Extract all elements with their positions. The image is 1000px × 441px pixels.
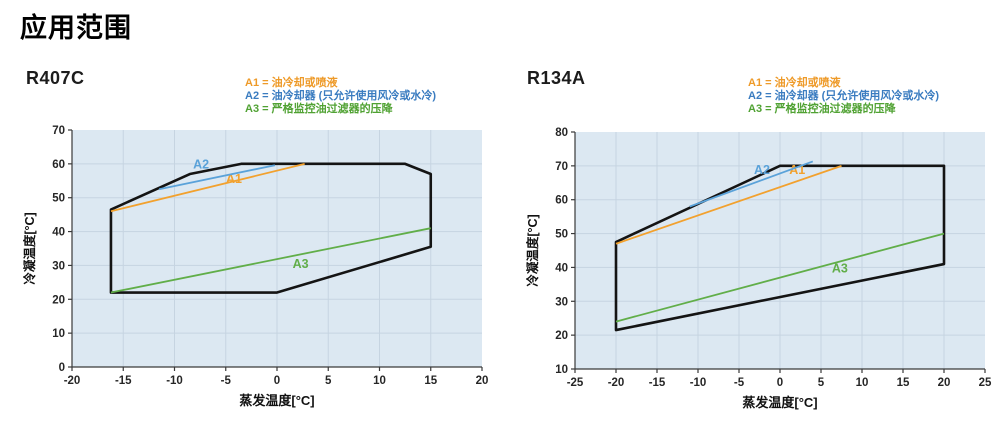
legend-r134a: A1 = 油冷却或喷液 A2 = 油冷却器 (只允许使用风冷或水冷) A3 = 严格…: [748, 77, 939, 117]
svg-text:10: 10: [555, 364, 568, 376]
svg-text:20: 20: [938, 377, 951, 389]
x-tick-labels: -20 -15 -10 -5 0 5 10 15 20: [64, 367, 489, 387]
chart-canvas-r134a: -25 -20 -15 -10 -5 0 5 10 15 20 25 10 20 30 40 50 60 70 80…: [525, 127, 992, 410]
envelope-outline: [109, 162, 433, 294]
svg-text:5: 5: [325, 375, 332, 387]
svg-text:-10: -10: [690, 377, 707, 389]
svg-text:0: 0: [59, 362, 65, 374]
svg-text:-10: -10: [166, 375, 183, 387]
svg-text:-20: -20: [608, 377, 625, 389]
svg-text:60: 60: [52, 159, 65, 171]
svg-text:70: 70: [555, 161, 568, 173]
chart-title-r134a: R134A: [527, 68, 586, 88]
series-a1-label: A1: [226, 172, 242, 186]
legend-item-a1: A1 = 油冷却或喷液: [748, 77, 841, 89]
legend-item-a2: A2 = 油冷却器 (只允许使用风冷或水冷): [245, 90, 436, 103]
y-tick-labels: 10 20 30 40 50 60 70 80: [555, 127, 575, 376]
svg-text:-25: -25: [567, 377, 584, 389]
svg-text:-15: -15: [115, 375, 132, 387]
svg-text:15: 15: [424, 375, 437, 387]
series-a2-line: [158, 164, 276, 191]
x-tick-labels: -25 -20 -15 -10 -5 0 5 10 15 20 25: [567, 369, 992, 389]
svg-text:15: 15: [897, 377, 910, 389]
svg-text:60: 60: [555, 195, 568, 207]
svg-text:-15: -15: [649, 377, 666, 389]
svg-text:50: 50: [555, 229, 568, 241]
y-axis-label: 冷凝温度[°C]: [22, 212, 37, 284]
envelope-outline: [614, 164, 946, 332]
legend-item-a2: A2 = 油冷却器 (只允许使用风冷或水冷): [748, 90, 939, 103]
svg-text:80: 80: [555, 127, 568, 139]
chart-title-r407c: R407C: [26, 68, 85, 88]
svg-text:70: 70: [52, 125, 65, 137]
series-a3-label: A3: [293, 257, 309, 271]
gridlines: [575, 132, 985, 369]
series-a2-label: A2: [754, 163, 770, 177]
series-a1-line: [615, 165, 842, 245]
series-a1-line: [110, 162, 305, 213]
svg-text:-5: -5: [734, 377, 745, 389]
svg-text:20: 20: [52, 294, 65, 306]
svg-text:10: 10: [373, 375, 386, 387]
svg-text:25: 25: [979, 377, 992, 389]
svg-text:10: 10: [52, 328, 65, 340]
svg-text:0: 0: [777, 377, 783, 389]
svg-text:10: 10: [856, 377, 869, 389]
svg-text:40: 40: [555, 262, 568, 274]
x-axis-label: 蒸发温度[°C]: [742, 395, 817, 410]
series-a2-line: [689, 160, 814, 208]
svg-text:50: 50: [52, 193, 65, 205]
series-a3-line: [615, 232, 945, 323]
svg-text:40: 40: [52, 227, 65, 239]
svg-text:0: 0: [274, 375, 280, 387]
svg-text:-20: -20: [64, 375, 81, 387]
x-axis-label: 蒸发温度[°C]: [239, 393, 314, 408]
series-a3-line: [110, 227, 431, 294]
legend-item-a3: A3 = 严格监控油过滤器的压降: [245, 103, 393, 116]
svg-text:20: 20: [476, 375, 489, 387]
y-axis-label: 冷凝温度[°C]: [525, 214, 540, 286]
svg-text:20: 20: [555, 330, 568, 342]
legend-item-a3: A3 = 严格监控油过滤器的压降: [748, 103, 896, 116]
series-a2-label: A2: [193, 158, 209, 172]
series-a3-label: A3: [832, 262, 848, 276]
legend-item-a1: A1 = 油冷却或喷液: [245, 77, 338, 89]
svg-text:5: 5: [818, 377, 825, 389]
svg-text:30: 30: [555, 296, 568, 308]
legend-r407c: A1 = 油冷却或喷液 A2 = 油冷却器 (只允许使用风冷或水冷) A3 = 严格…: [245, 77, 436, 117]
y-tick-labels: 0 10 20 30 40 50 60 70: [52, 125, 72, 374]
chart-canvas-r407c: -20 -15 -10 -5 0 5 10 15 20 0 10 20 30 40 50 60 70 蒸发温度[°…: [22, 125, 489, 408]
svg-text:-5: -5: [221, 375, 232, 387]
page-title: 应用范围: [20, 13, 132, 43]
svg-text:30: 30: [52, 260, 65, 272]
